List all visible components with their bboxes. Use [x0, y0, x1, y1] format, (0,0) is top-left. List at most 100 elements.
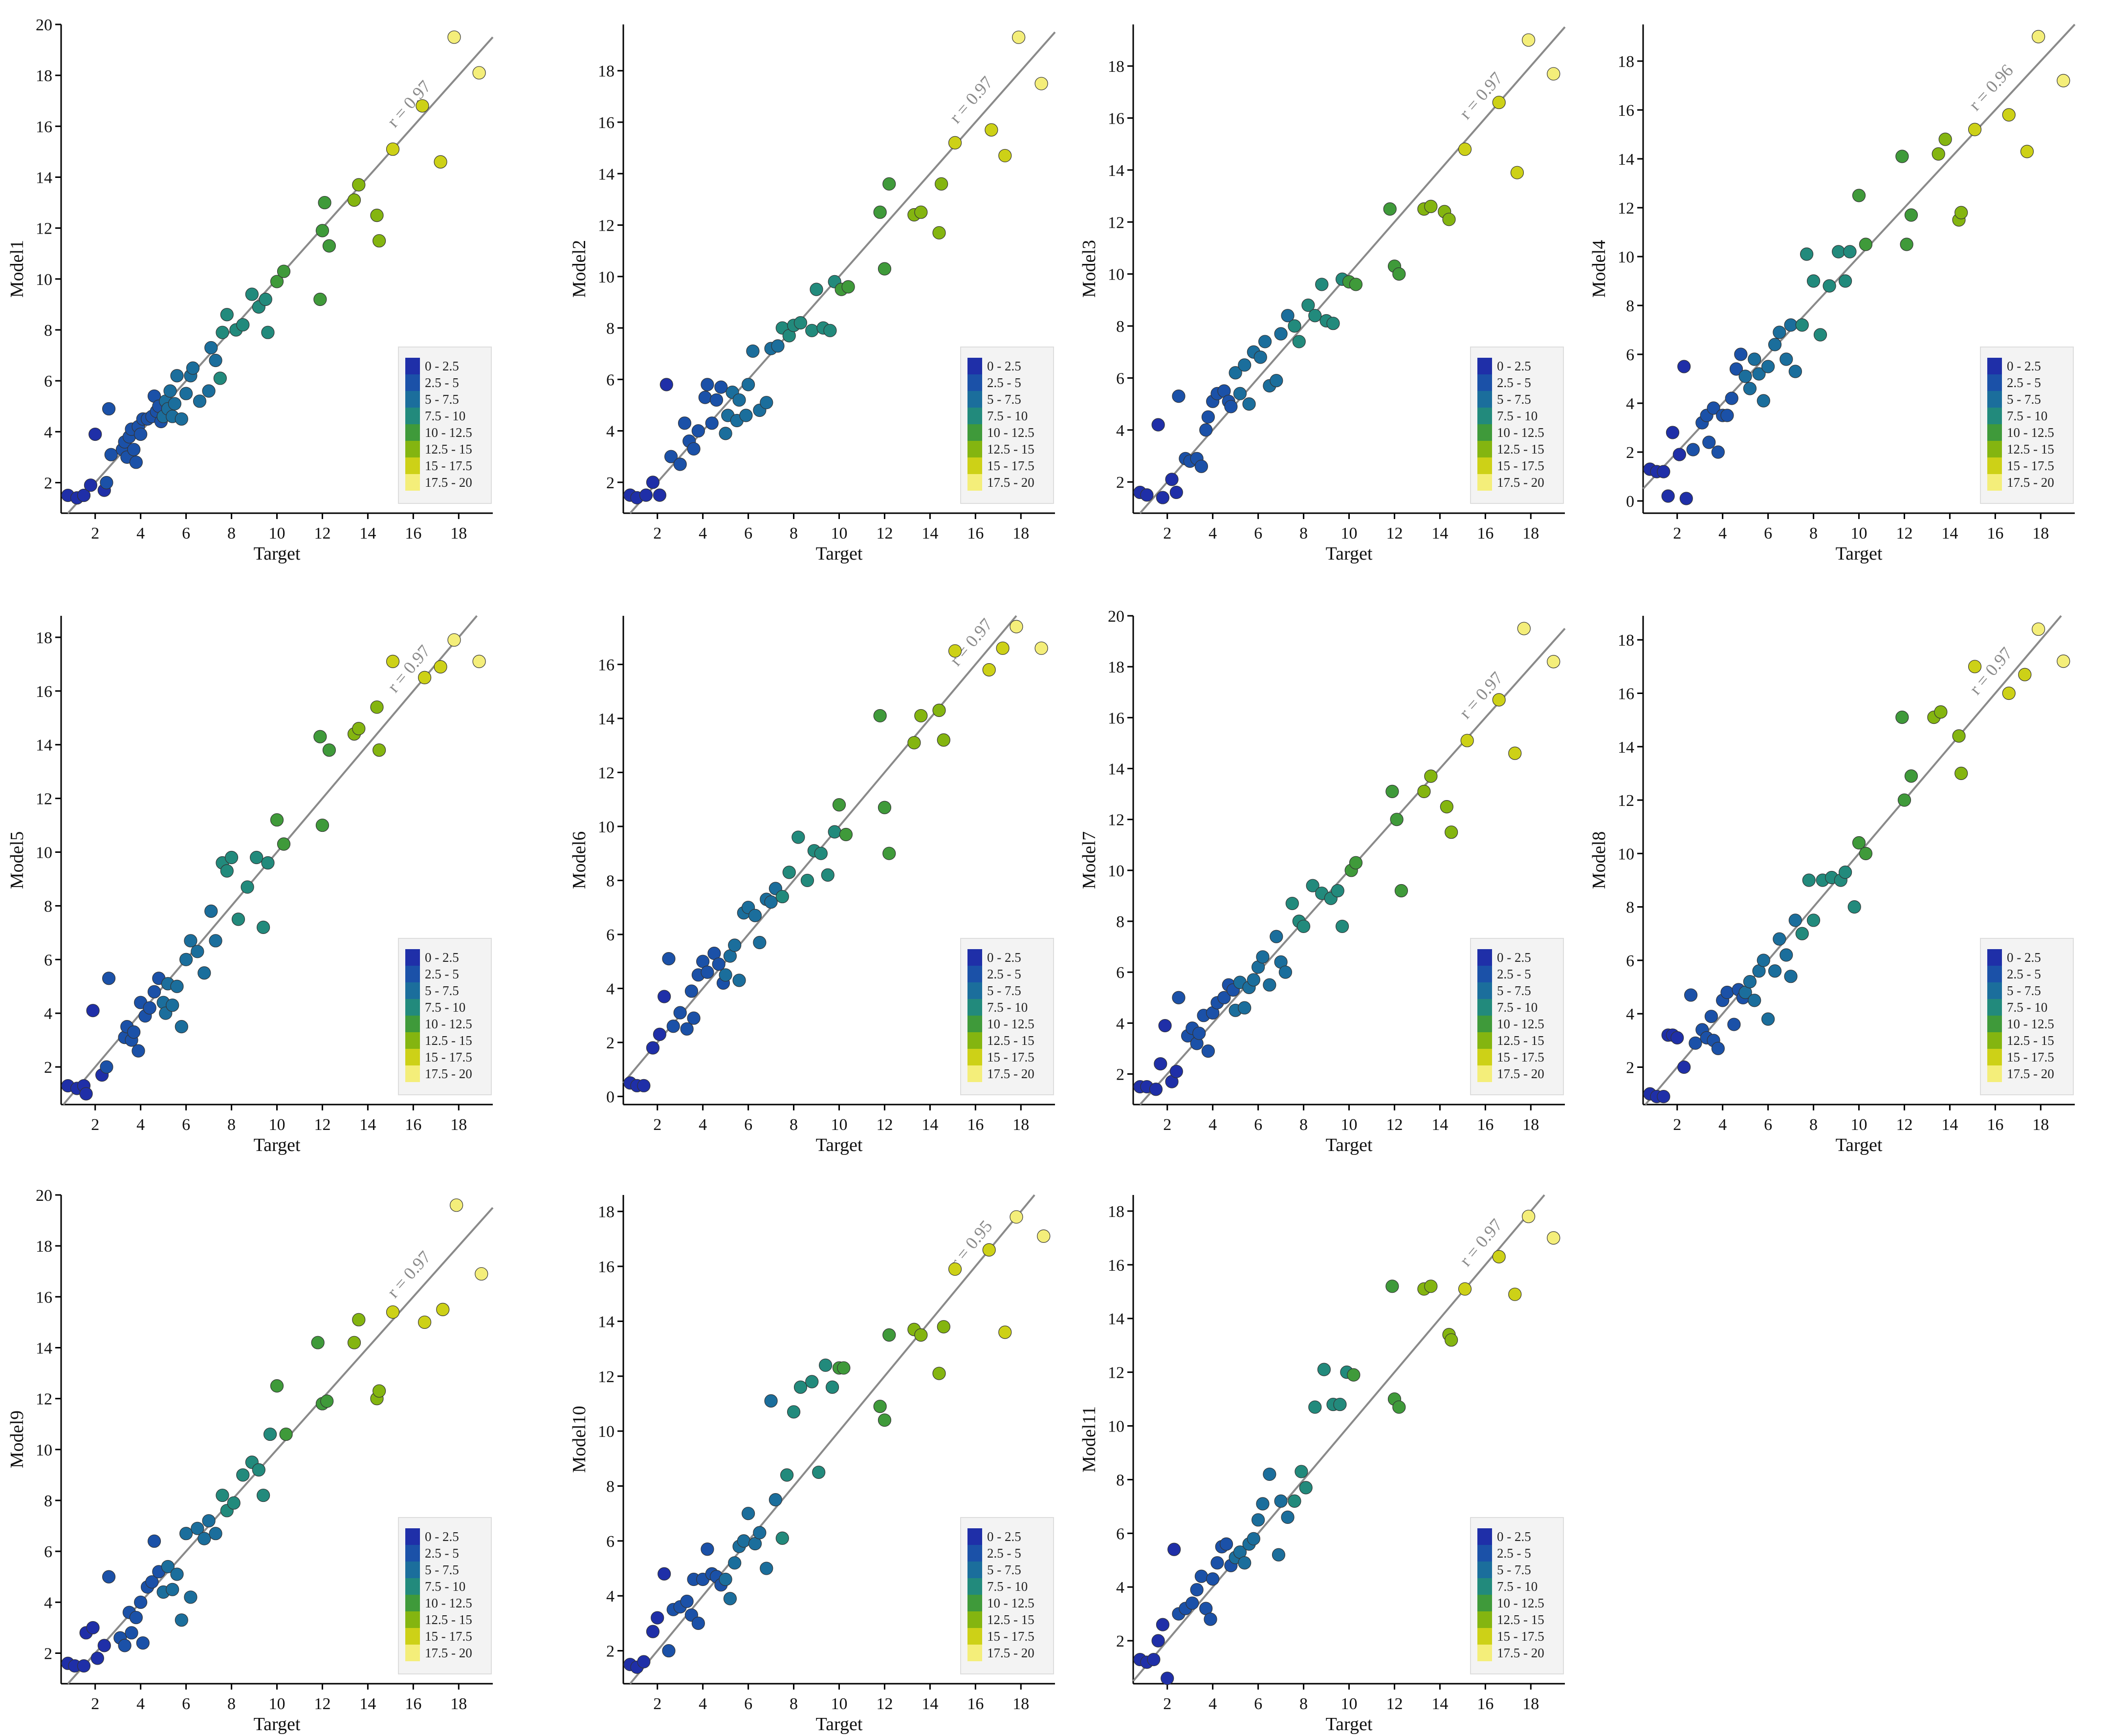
scatter-point [1186, 1596, 1199, 1610]
legend-label: 17.5 - 20 [2007, 1066, 2054, 1081]
scatter-point [646, 1041, 660, 1055]
x-axis-label: Target [1836, 1135, 1883, 1155]
scatter-point [134, 427, 148, 441]
scatter-point [1547, 655, 1560, 669]
y-tick-label: 14 [1618, 738, 1634, 757]
legend-label: 12.5 - 15 [2007, 1033, 2054, 1048]
scatter-point [1547, 1231, 1560, 1245]
x-tick-label: 8 [790, 524, 798, 542]
scatter-point [202, 384, 216, 398]
scatter-point [311, 1336, 325, 1349]
x-tick-label: 10 [1341, 1695, 1358, 1713]
scatter-point [2057, 74, 2070, 87]
scatter-point [1445, 1333, 1458, 1347]
scatter-point [1823, 279, 1836, 293]
scatter-point [373, 234, 386, 248]
y-tick-label: 16 [1618, 685, 1634, 703]
x-tick-label: 4 [136, 1116, 145, 1134]
x-tick-label: 16 [405, 524, 421, 542]
legend-label: 0 - 2.5 [425, 1529, 459, 1544]
legend-swatch [967, 966, 982, 982]
scatter-point [1306, 879, 1319, 892]
scatter-point [245, 287, 259, 301]
scatter-point [907, 736, 921, 750]
scatter-point [1704, 1010, 1718, 1023]
legend-swatch [967, 1611, 982, 1628]
scatter-point [213, 371, 227, 385]
legend-label: 10 - 12.5 [2007, 1017, 2054, 1031]
legend-swatch [1477, 1595, 1492, 1611]
scatter-point [1147, 1652, 1161, 1667]
scatter-point [1258, 335, 1272, 348]
legend-swatch [967, 374, 982, 391]
y-tick-label: 4 [606, 1587, 615, 1606]
y-tick-label: 16 [1618, 102, 1634, 120]
identity-line [629, 1194, 1035, 1685]
scatter-point [386, 142, 400, 156]
scatter-point [97, 1639, 111, 1652]
x-tick-label: 4 [699, 1116, 707, 1134]
scatter-point [315, 224, 330, 238]
y-tick-label: 4 [606, 980, 615, 998]
scatter-point [315, 818, 330, 832]
legend-swatch [967, 424, 982, 441]
x-tick-label: 6 [182, 1116, 190, 1134]
scatter-point [1445, 825, 1458, 839]
scatter-panel: 2 4 6 8 10 12 14 16 18 0 2 4 6 8 10 12 14 16 18 Target Model… [1589, 23, 2076, 564]
scatter-point [1895, 150, 1909, 163]
scatter-point [1161, 1671, 1174, 1685]
scatter-point [1281, 309, 1295, 323]
scatter-point [985, 123, 998, 137]
legend-swatch [405, 374, 420, 391]
y-tick-label: 16 [598, 1258, 615, 1276]
y-tick-label: 8 [44, 1492, 52, 1510]
y-tick-label: 10 [1108, 1418, 1124, 1436]
scatter-point [832, 798, 846, 812]
scatter-point [118, 1639, 132, 1652]
scatter-point [434, 660, 447, 673]
legend-label: 10 - 12.5 [425, 425, 472, 440]
legend-label: 17.5 - 20 [987, 1066, 1034, 1081]
scatter-point [882, 1328, 896, 1342]
scatter-point [261, 326, 275, 339]
scatter-point [166, 1583, 179, 1596]
scatter-point [1847, 900, 1861, 914]
scatter-point [224, 850, 239, 865]
scatter-point [1952, 729, 1966, 743]
x-tick-label: 12 [1896, 1116, 1912, 1134]
x-tick-label: 10 [1341, 524, 1358, 542]
scatter-point [179, 953, 193, 966]
legend-label: 15 - 17.5 [425, 458, 472, 473]
x-tick-label: 6 [744, 1695, 752, 1713]
legend-swatch [1477, 358, 1492, 374]
x-tick-label: 2 [653, 524, 661, 542]
scatter-point [163, 384, 177, 398]
scatter-point [216, 326, 229, 339]
legend-label: 15 - 17.5 [1497, 1629, 1544, 1644]
scatter-point [77, 1659, 91, 1673]
legend-swatch [1987, 982, 2002, 999]
scatter-point [279, 1427, 293, 1441]
scatter-point [678, 416, 692, 430]
y-axis-label: Model4 [1589, 240, 1609, 298]
y-tick-label: 12 [1618, 792, 1634, 810]
scatter-point [684, 984, 699, 998]
scatter-point [1424, 199, 1438, 213]
scatter-point [1247, 1532, 1260, 1545]
legend-swatch [1987, 1016, 2002, 1032]
legend-label: 12.5 - 15 [1497, 1612, 1544, 1627]
legend-label: 2.5 - 5 [987, 375, 1021, 390]
legend-swatch [1477, 1032, 1492, 1049]
y-axis-label: Model1 [7, 240, 27, 298]
scatter-point [1738, 369, 1752, 383]
scatter-point [1010, 620, 1023, 633]
x-axis-label: Target [1326, 543, 1373, 564]
x-tick-label: 10 [269, 524, 286, 542]
y-tick-label: 10 [598, 268, 615, 286]
x-tick-label: 2 [1163, 1116, 1171, 1134]
scatter-point [1394, 884, 1408, 898]
scatter-point [86, 1621, 100, 1635]
legend-swatch [405, 1645, 420, 1661]
scatter-point [79, 1087, 93, 1101]
scatter-point [1201, 410, 1215, 424]
